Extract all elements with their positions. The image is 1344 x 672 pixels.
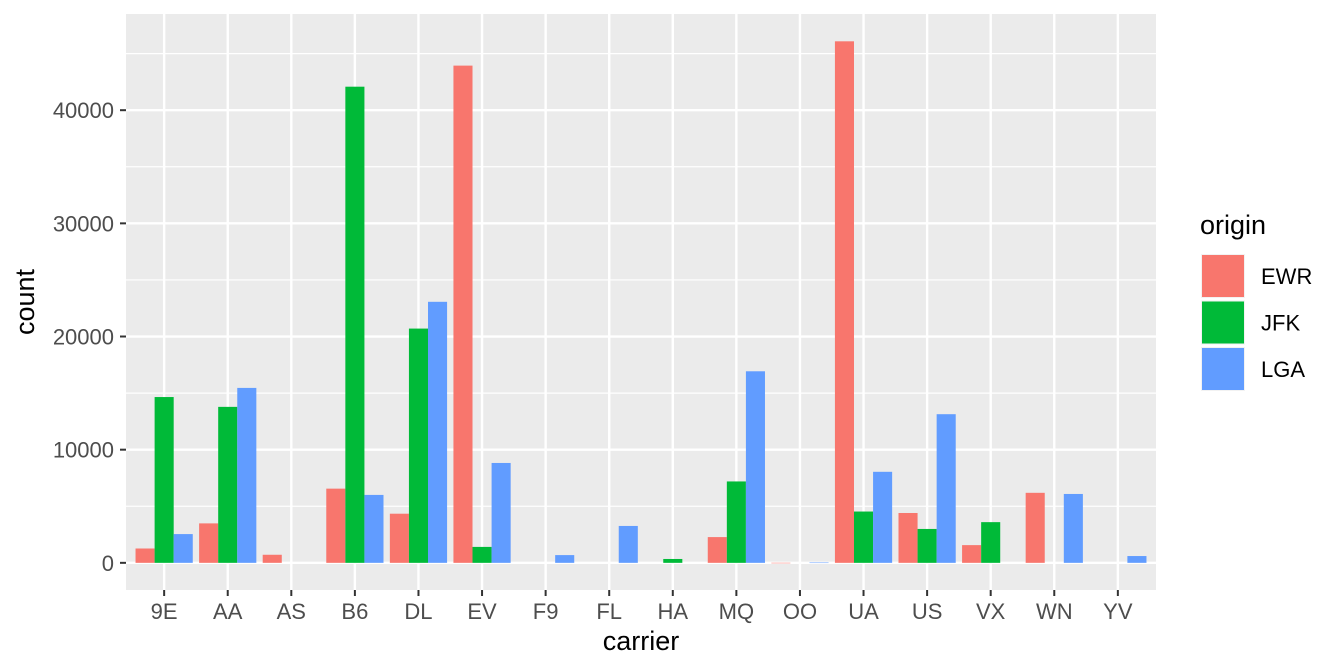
x-axis-title: carrier bbox=[603, 626, 680, 656]
x-tick-label: MQ bbox=[719, 599, 754, 624]
bar-LGA-AA bbox=[237, 387, 257, 563]
x-tick-label: HA bbox=[658, 599, 689, 624]
plot-panel bbox=[126, 14, 1156, 590]
bar-LGA-US bbox=[936, 414, 956, 563]
x-tick-label: B6 bbox=[341, 599, 368, 624]
bar-LGA-FL bbox=[618, 525, 638, 563]
bar-LGA-YV bbox=[1127, 556, 1147, 563]
bar-EWR-EV bbox=[453, 65, 473, 563]
bar-EWR-B6 bbox=[326, 488, 346, 563]
y-tick-label: 30000 bbox=[53, 211, 114, 236]
bar-LGA-WN bbox=[1063, 493, 1083, 563]
bar-EWR-WN bbox=[1025, 492, 1045, 563]
bar-LGA-UA bbox=[873, 471, 893, 563]
x-tick-label: F9 bbox=[533, 599, 559, 624]
legend-label-EWR: EWR bbox=[1261, 264, 1312, 289]
bar-JFK-VX bbox=[981, 522, 1001, 563]
y-tick-label: 10000 bbox=[53, 438, 114, 463]
x-tick-label: AS bbox=[277, 599, 306, 624]
legend-swatch-JFK bbox=[1202, 301, 1244, 344]
bar-EWR-DL bbox=[389, 513, 409, 563]
bar-LGA-F9 bbox=[555, 555, 575, 563]
x-tick-label: FL bbox=[596, 599, 622, 624]
bar-JFK-EV bbox=[472, 546, 492, 563]
bar-EWR-AA bbox=[199, 523, 219, 563]
x-tick-label: YV bbox=[1103, 599, 1133, 624]
bar-EWR-US bbox=[898, 512, 918, 563]
legend: origin EWR JFK LGA bbox=[1200, 210, 1312, 391]
bar-JFK-9E bbox=[154, 397, 174, 563]
x-tick-label: EV bbox=[467, 599, 497, 624]
legend-swatch-LGA bbox=[1202, 348, 1244, 390]
bar-EWR-UA bbox=[834, 41, 854, 563]
bar-LGA-EV bbox=[491, 462, 511, 563]
bar-LGA-9E bbox=[173, 534, 193, 563]
bar-JFK-UA bbox=[853, 511, 874, 563]
bar-LGA-B6 bbox=[364, 494, 384, 563]
bar-JFK-AA bbox=[218, 406, 238, 563]
x-tick-label: DL bbox=[404, 599, 432, 624]
bar-LGA-MQ bbox=[745, 371, 765, 563]
x-tick-label: VX bbox=[976, 599, 1006, 624]
y-tick-label: 20000 bbox=[53, 325, 114, 350]
bar-LGA-OO bbox=[809, 562, 829, 564]
legend-swatch-EWR bbox=[1202, 255, 1244, 297]
grid-minor bbox=[126, 53, 1156, 507]
bar-EWR-VX bbox=[962, 545, 982, 563]
bar-JFK-US bbox=[917, 528, 937, 563]
bar-EWR-AS bbox=[262, 554, 282, 563]
bar-EWR-9E bbox=[135, 548, 155, 563]
bar-JFK-MQ bbox=[726, 481, 746, 563]
bar-JFK-DL bbox=[408, 328, 429, 563]
x-tick-label: OO bbox=[783, 599, 817, 624]
legend-title: origin bbox=[1200, 210, 1266, 240]
x-tick-label: WN bbox=[1036, 599, 1073, 624]
x-tick-label: UA bbox=[848, 599, 879, 624]
bar-LGA-DL bbox=[428, 301, 448, 563]
x-tick-label: US bbox=[912, 599, 943, 624]
legend-label-LGA: LGA bbox=[1261, 357, 1305, 382]
y-tick-label: 40000 bbox=[53, 98, 114, 123]
x-tick-label: AA bbox=[213, 599, 243, 624]
y-tick-label: 0 bbox=[102, 551, 114, 576]
bar-EWR-OO bbox=[771, 562, 791, 564]
x-axis: 9E AA AS B6 DL EV F9 FL HA MQ OO UA US VX WN YV bbox=[151, 590, 1133, 624]
bar-EWR-MQ bbox=[707, 537, 727, 563]
bar-JFK-B6 bbox=[345, 86, 365, 563]
y-axis: 0 10000 20000 30000 40000 bbox=[53, 98, 126, 576]
y-axis-title: count bbox=[10, 268, 40, 335]
legend-label-JFK: JFK bbox=[1261, 311, 1300, 336]
x-tick-label: 9E bbox=[151, 599, 178, 624]
bar-JFK-HA bbox=[663, 558, 683, 563]
bars bbox=[135, 41, 1147, 564]
